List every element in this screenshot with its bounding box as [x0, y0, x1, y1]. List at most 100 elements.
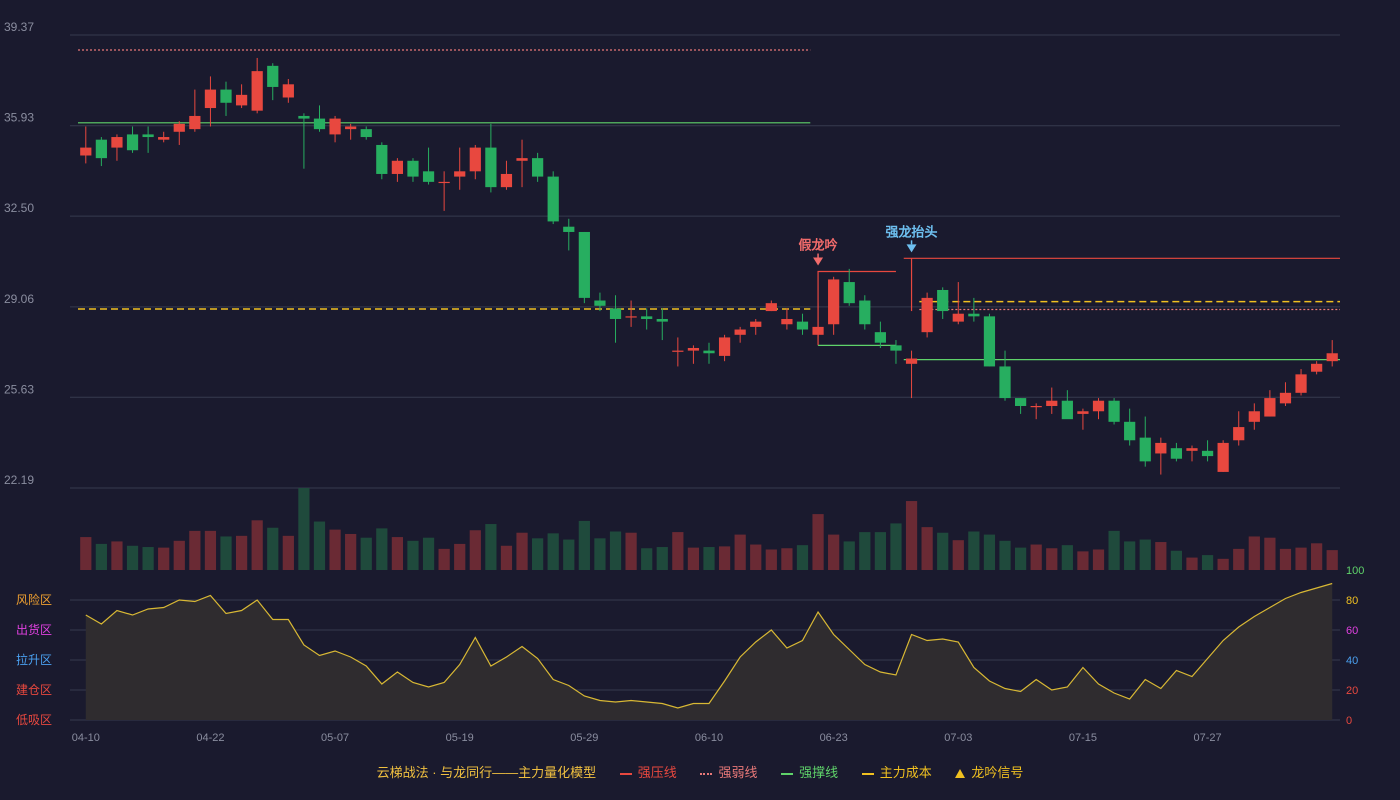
- volume-bar: [376, 528, 388, 570]
- candle-body: [235, 94, 248, 106]
- candle-body: [625, 316, 637, 318]
- candle-body: [158, 137, 170, 140]
- volume-bar: [1279, 548, 1292, 570]
- volume-bar: [703, 547, 715, 570]
- candle-body: [267, 65, 279, 87]
- candle-body: [781, 318, 793, 325]
- candle-body: [734, 329, 746, 335]
- legend-item-cost[interactable]: 主力成本: [861, 762, 932, 781]
- legend-item-signal[interactable]: 龙吟信号: [955, 762, 1023, 781]
- candle-body: [1217, 442, 1229, 472]
- candle-body: [80, 147, 92, 156]
- candle-body: [1170, 448, 1183, 459]
- legend-item-pressure[interactable]: 强压线: [619, 762, 677, 781]
- volume-bar: [345, 533, 357, 570]
- volume-bar: [220, 536, 232, 570]
- candle-body: [609, 308, 622, 319]
- volume-bar: [750, 544, 762, 570]
- volume-bar: [999, 540, 1011, 570]
- volume-bar: [298, 488, 310, 570]
- candle-body: [500, 173, 513, 188]
- volume-bar: [594, 538, 606, 570]
- candle-body: [1108, 400, 1120, 422]
- candle-body: [921, 297, 933, 333]
- triangle-icon: [955, 769, 966, 779]
- candle-body: [687, 347, 700, 351]
- volume-bar: [469, 530, 481, 570]
- volume-bar: [765, 549, 777, 570]
- candle-body: [1124, 421, 1136, 441]
- volume-bar: [1295, 547, 1307, 570]
- candle-body: [547, 176, 559, 222]
- candle-body: [329, 118, 341, 135]
- candle-body: [843, 282, 855, 304]
- x-tick-label: 05-19: [446, 732, 474, 744]
- candle-body: [1186, 448, 1198, 451]
- volume-bar: [1124, 541, 1136, 570]
- legend-title: 云梯战法 · 与龙同行——主力量化模型: [376, 765, 597, 780]
- volume-bar: [796, 545, 809, 570]
- volume-bar: [921, 527, 933, 570]
- candle-body: [95, 139, 107, 159]
- x-tick-label: 06-10: [695, 732, 723, 744]
- candle-body: [111, 137, 123, 148]
- legend-label: 主力成本: [879, 765, 932, 780]
- candle-body: [1326, 353, 1338, 362]
- volume-bar: [656, 547, 668, 570]
- volume-bar: [890, 523, 902, 570]
- candle-body: [126, 134, 139, 151]
- volume-bar: [843, 541, 855, 570]
- volume-bar: [1046, 548, 1058, 570]
- candle-body: [1233, 427, 1245, 441]
- price-tick-label: 22.19: [4, 473, 34, 487]
- x-tick-label: 06-23: [820, 732, 848, 744]
- volume-bar: [1108, 530, 1120, 570]
- signal-markers: 假龙吟 强龙抬头: [799, 224, 938, 266]
- candle-body: [672, 350, 684, 352]
- legend-item-weak[interactable]: 强弱线: [700, 762, 757, 781]
- volume-bar: [204, 530, 217, 570]
- candle-body: [360, 129, 372, 138]
- candle-body: [796, 321, 809, 330]
- volume-bar: [1217, 558, 1229, 570]
- candle-body: [828, 279, 840, 325]
- legend-item-support[interactable]: 强撑线: [781, 762, 838, 781]
- osc-tick-label: 80: [1346, 595, 1358, 607]
- x-tick-label: 07-03: [944, 732, 972, 744]
- volume-bars: [80, 488, 1338, 570]
- candle-body: [1139, 437, 1151, 462]
- candle-body: [1264, 398, 1276, 417]
- volume-bar: [609, 531, 622, 570]
- candle-body: [594, 300, 606, 306]
- candle-body: [1295, 374, 1307, 393]
- volume-bar: [1201, 555, 1214, 570]
- volume-bar: [235, 535, 248, 570]
- candle-body: [641, 316, 653, 319]
- candle-body: [750, 321, 762, 327]
- volume-bar: [937, 532, 949, 570]
- volume-bar: [1186, 557, 1198, 570]
- weak-line-swatch-icon: [700, 772, 713, 775]
- volume-bar: [422, 537, 435, 570]
- candle-body: [765, 303, 777, 312]
- axis-labels: 39.37 35.93 32.50 29.06 25.63 22.19 0 20 40 60 80 1…: [4, 20, 1364, 744]
- volume-bar: [983, 534, 996, 570]
- volume-bar: [1155, 542, 1167, 570]
- candle-body: [656, 318, 668, 322]
- volume-bar: [407, 540, 419, 570]
- volume-bar: [500, 545, 513, 570]
- candle-body: [718, 337, 731, 356]
- reference-lines: [78, 49, 1340, 361]
- x-tick-label: 04-10: [72, 732, 100, 744]
- candle-body: [454, 171, 466, 177]
- volume-bar: [1139, 539, 1151, 570]
- candle-body: [1014, 398, 1027, 406]
- volume-bar: [158, 547, 170, 570]
- x-tick-label: 07-27: [1193, 732, 1221, 744]
- volume-bar: [952, 540, 964, 570]
- volume-bar: [547, 533, 559, 570]
- candle-body: [1155, 442, 1167, 454]
- volume-bar: [1170, 550, 1183, 570]
- volume-bar: [1092, 549, 1105, 570]
- volume-bar: [1264, 537, 1276, 570]
